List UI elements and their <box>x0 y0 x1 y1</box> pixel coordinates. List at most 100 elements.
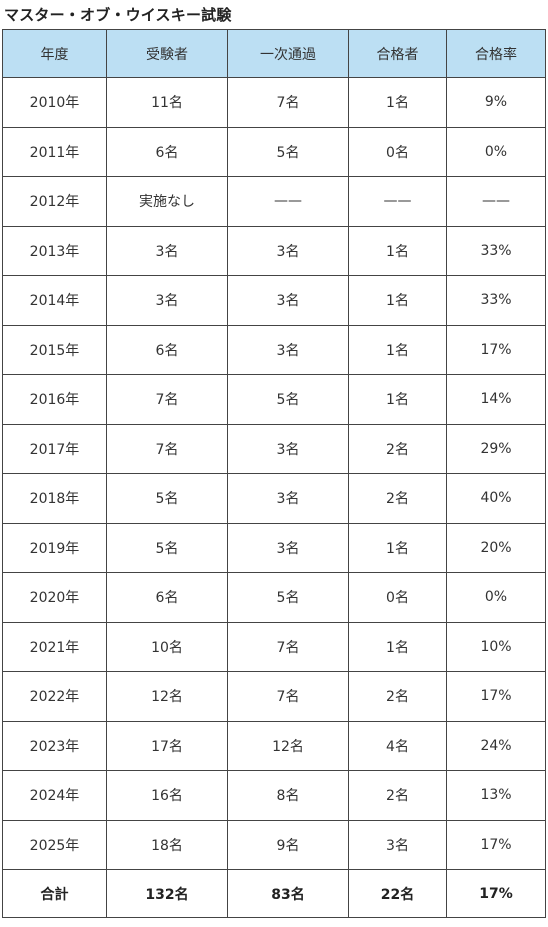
cell-examinees: 6名 <box>106 572 228 623</box>
table-row: 2010年 11名 7名 1名 9% <box>2 77 546 128</box>
cell-year: 2019年 <box>2 522 107 573</box>
cell-year: 2013年 <box>2 225 107 276</box>
cell-pass-rate: 0% <box>446 126 546 177</box>
table-header-row: 年度 受験者 一次通過 合格者 合格率 <box>2 29 546 78</box>
cell-year: 2021年 <box>2 621 107 672</box>
cell-pass-rate: 40% <box>446 473 546 524</box>
cell-first-stage-pass: 5名 <box>227 126 349 177</box>
cell-year: 2024年 <box>2 770 107 821</box>
table-row: 2012年 実施なし —— —— —— <box>2 176 546 227</box>
cell-pass-rate: 9% <box>446 77 546 128</box>
cell-pass-rate: 33% <box>446 225 546 276</box>
cell-examinees: 実施なし <box>106 176 228 227</box>
cell-passers: 1名 <box>348 225 447 276</box>
cell-year: 2012年 <box>2 176 107 227</box>
cell-passers: 3名 <box>348 819 447 870</box>
cell-pass-rate: 24% <box>446 720 546 771</box>
table-row: 2023年 17名 12名 4名 24% <box>2 720 546 771</box>
table-row: 2016年 7名 5名 1名 14% <box>2 374 546 425</box>
cell-passers: 4名 <box>348 720 447 771</box>
cell-examinees: 7名 <box>106 423 228 474</box>
total-first-stage-pass: 83名 <box>227 869 349 918</box>
cell-year: 2010年 <box>2 77 107 128</box>
table-row: 2017年 7名 3名 2名 29% <box>2 423 546 474</box>
cell-pass-rate: 10% <box>446 621 546 672</box>
cell-passers: 2名 <box>348 473 447 524</box>
header-passers: 合格者 <box>348 29 447 78</box>
table-row: 2018年 5名 3名 2名 40% <box>2 473 546 524</box>
cell-passers: 1名 <box>348 621 447 672</box>
cell-pass-rate: 17% <box>446 324 546 375</box>
cell-first-stage-pass: 9名 <box>227 819 349 870</box>
total-passers: 22名 <box>348 869 447 918</box>
cell-examinees: 6名 <box>106 324 228 375</box>
table-row: 2019年 5名 3名 1名 20% <box>2 522 546 573</box>
cell-examinees: 5名 <box>106 522 228 573</box>
cell-pass-rate: 29% <box>446 423 546 474</box>
table-row: 2015年 6名 3名 1名 17% <box>2 324 546 375</box>
cell-first-stage-pass: 3名 <box>227 473 349 524</box>
cell-passers: 1名 <box>348 522 447 573</box>
cell-passers: 2名 <box>348 423 447 474</box>
cell-pass-rate: —— <box>446 176 546 227</box>
cell-examinees: 16名 <box>106 770 228 821</box>
cell-passers: 0名 <box>348 126 447 177</box>
cell-examinees: 3名 <box>106 275 228 326</box>
cell-first-stage-pass: 3名 <box>227 225 349 276</box>
cell-first-stage-pass: 12名 <box>227 720 349 771</box>
cell-year: 2017年 <box>2 423 107 474</box>
cell-pass-rate: 17% <box>446 819 546 870</box>
cell-examinees: 11名 <box>106 77 228 128</box>
cell-passers: 1名 <box>348 374 447 425</box>
table-row: 2011年 6名 5名 0名 0% <box>2 126 546 177</box>
total-examinees: 132名 <box>106 869 228 918</box>
cell-examinees: 7名 <box>106 374 228 425</box>
table-row: 2020年 6名 5名 0名 0% <box>2 572 546 623</box>
header-first-stage-pass: 一次通過 <box>227 29 349 78</box>
total-pass-rate: 17% <box>446 869 546 918</box>
header-pass-rate: 合格率 <box>446 29 546 78</box>
cell-passers: 2名 <box>348 671 447 722</box>
cell-passers: 1名 <box>348 77 447 128</box>
table-row: 2022年 12名 7名 2名 17% <box>2 671 546 722</box>
cell-first-stage-pass: 3名 <box>227 275 349 326</box>
page-title: マスター・オブ・ウイスキー試験 <box>4 6 232 24</box>
cell-first-stage-pass: 8名 <box>227 770 349 821</box>
cell-pass-rate: 0% <box>446 572 546 623</box>
cell-passers: —— <box>348 176 447 227</box>
cell-year: 2016年 <box>2 374 107 425</box>
cell-year: 2011年 <box>2 126 107 177</box>
total-label: 合計 <box>2 869 107 918</box>
cell-first-stage-pass: 7名 <box>227 621 349 672</box>
cell-first-stage-pass: 7名 <box>227 77 349 128</box>
cell-first-stage-pass: 3名 <box>227 423 349 474</box>
cell-examinees: 3名 <box>106 225 228 276</box>
cell-pass-rate: 17% <box>446 671 546 722</box>
cell-pass-rate: 20% <box>446 522 546 573</box>
cell-year: 2025年 <box>2 819 107 870</box>
cell-year: 2018年 <box>2 473 107 524</box>
cell-pass-rate: 14% <box>446 374 546 425</box>
cell-first-stage-pass: —— <box>227 176 349 227</box>
cell-year: 2014年 <box>2 275 107 326</box>
cell-passers: 1名 <box>348 324 447 375</box>
table-row: 2025年 18名 9名 3名 17% <box>2 819 546 870</box>
cell-examinees: 5名 <box>106 473 228 524</box>
cell-first-stage-pass: 3名 <box>227 522 349 573</box>
cell-year: 2022年 <box>2 671 107 722</box>
cell-year: 2015年 <box>2 324 107 375</box>
cell-examinees: 18名 <box>106 819 228 870</box>
cell-first-stage-pass: 3名 <box>227 324 349 375</box>
table-row: 2024年 16名 8名 2名 13% <box>2 770 546 821</box>
table-row: 2021年 10名 7名 1名 10% <box>2 621 546 672</box>
cell-year: 2020年 <box>2 572 107 623</box>
cell-first-stage-pass: 5名 <box>227 374 349 425</box>
cell-examinees: 6名 <box>106 126 228 177</box>
table-total-row: 合計 132名 83名 22名 17% <box>2 869 546 918</box>
exam-results-table: 年度 受験者 一次通過 合格者 合格率 2010年 11名 7名 1名 9% 2… <box>2 29 546 918</box>
cell-examinees: 10名 <box>106 621 228 672</box>
cell-year: 2023年 <box>2 720 107 771</box>
cell-pass-rate: 13% <box>446 770 546 821</box>
cell-first-stage-pass: 5名 <box>227 572 349 623</box>
table-row: 2014年 3名 3名 1名 33% <box>2 275 546 326</box>
